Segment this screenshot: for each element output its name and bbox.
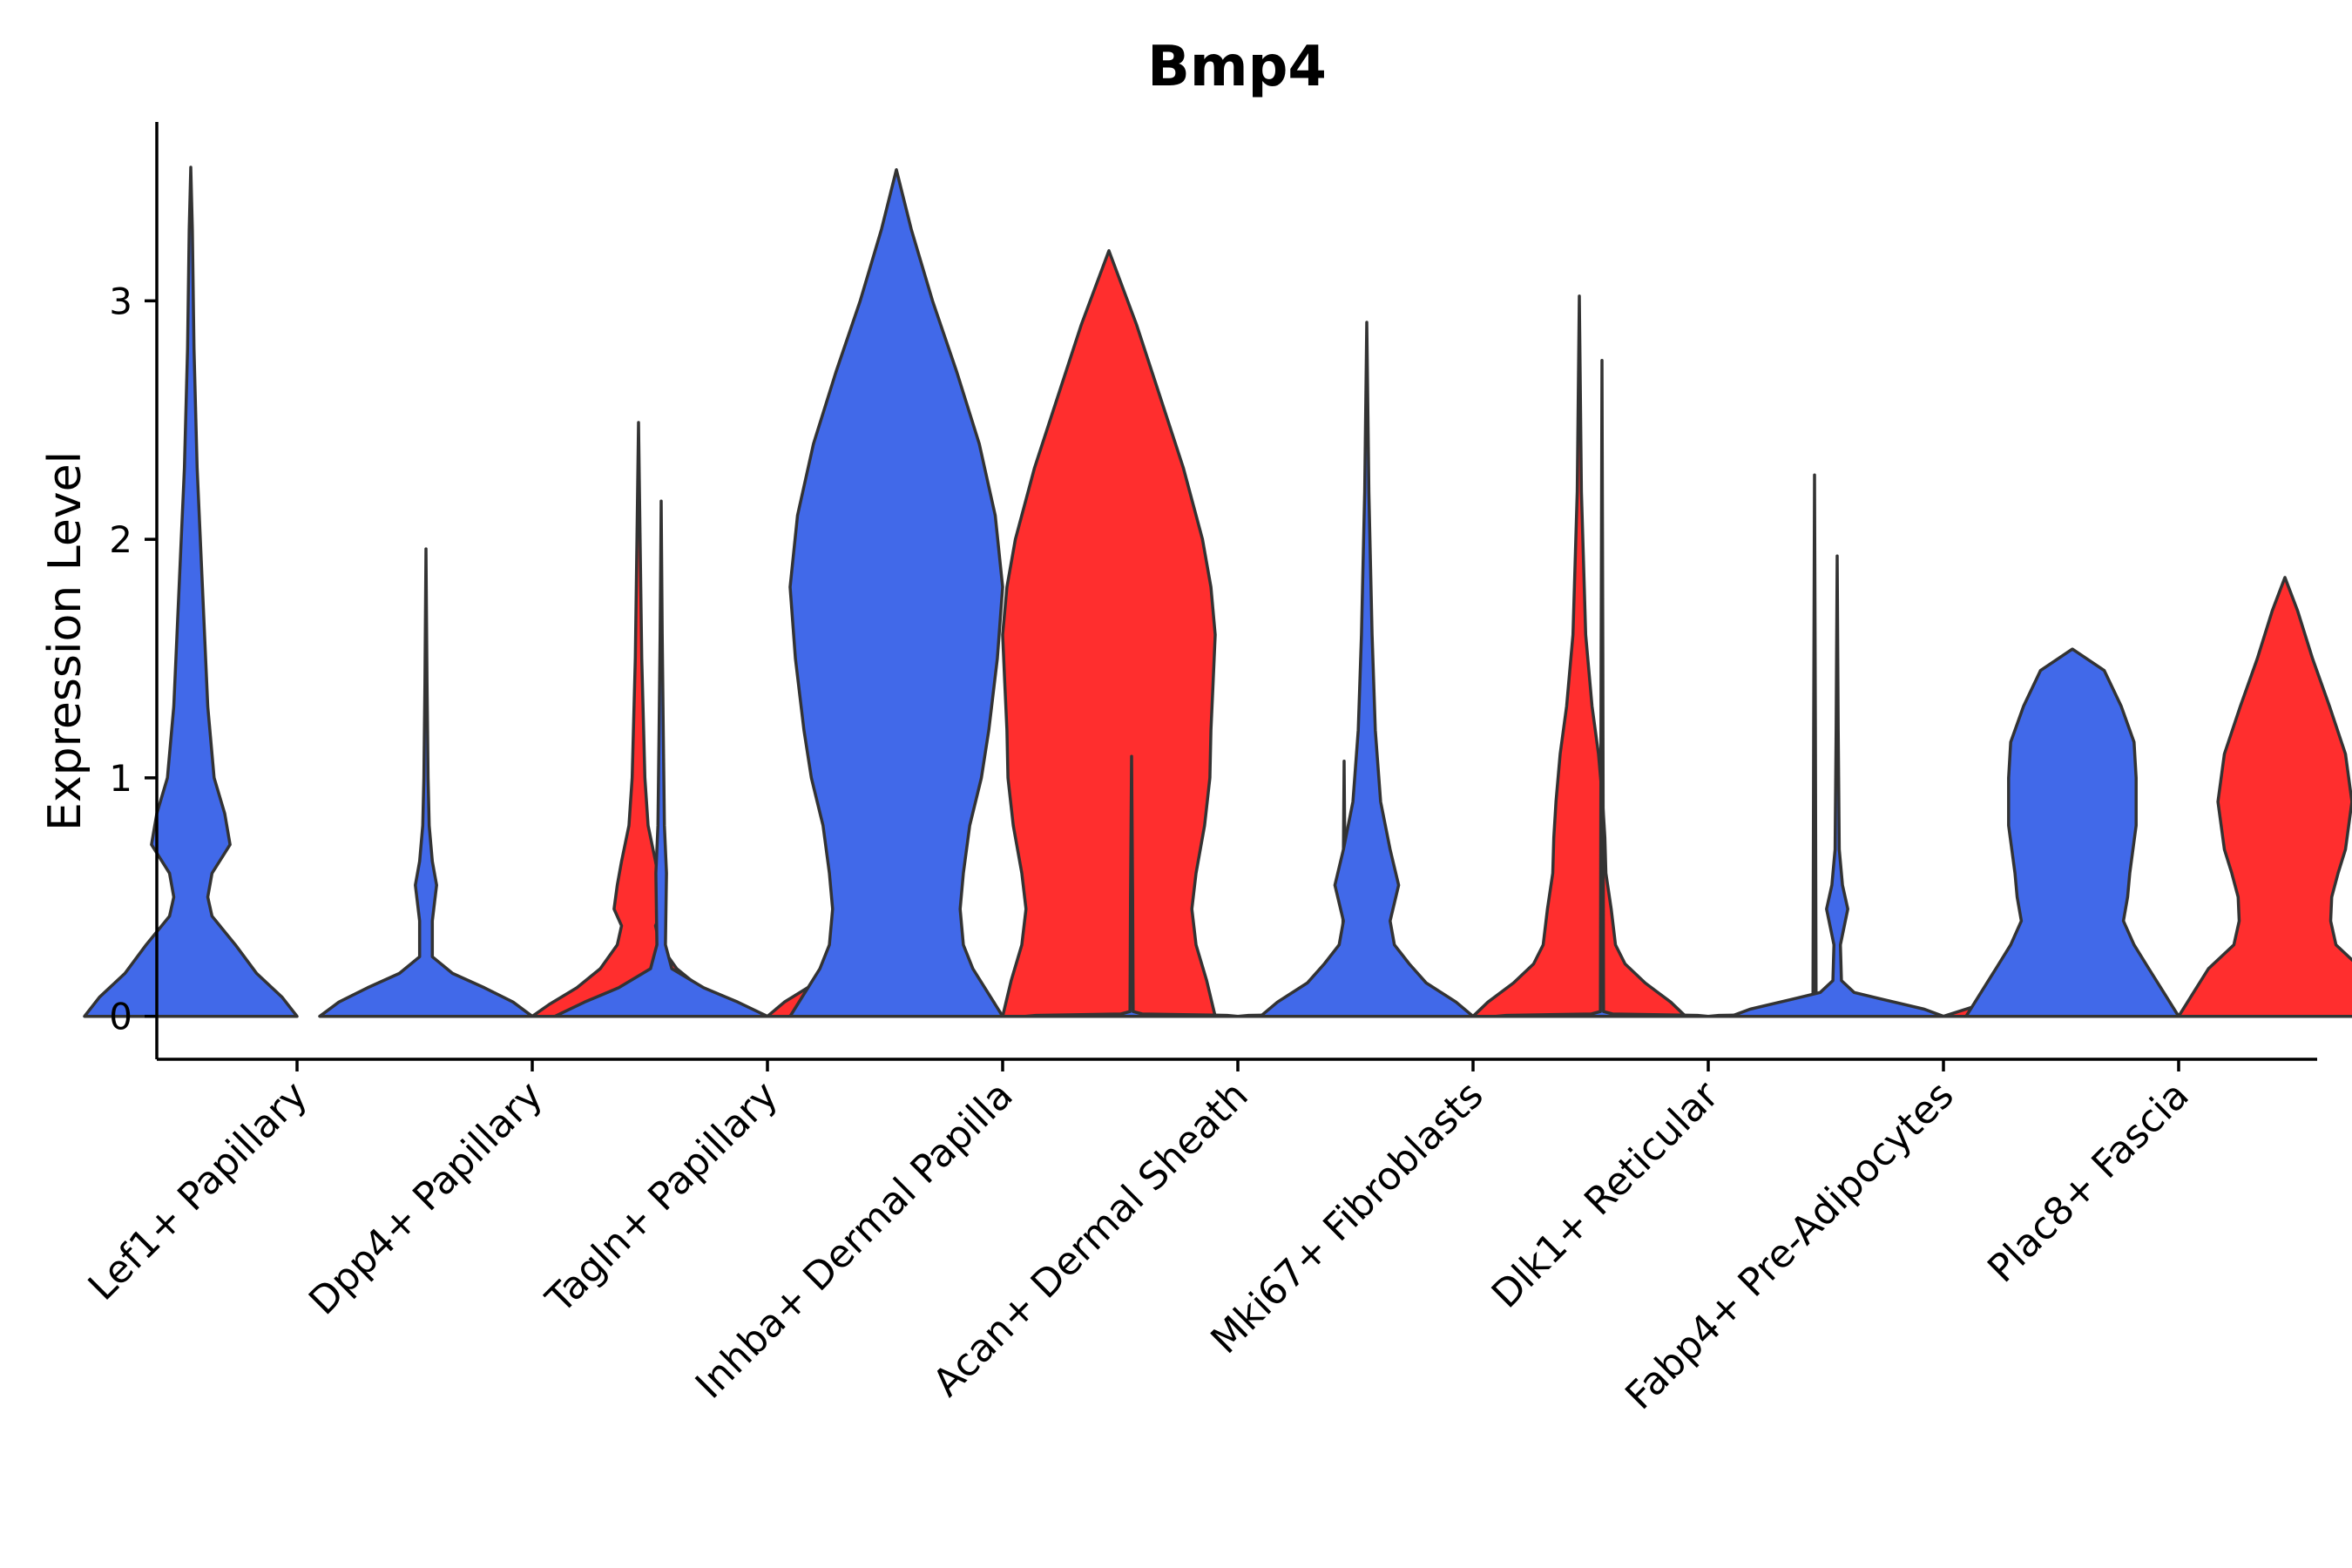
y-tick-label: 0 [109, 996, 132, 1038]
y-ticks: 0 1 2 3 [109, 280, 157, 1038]
x-tick-label: Mki67+ Fibroblasts [1202, 1073, 1491, 1362]
violin-group_a [83, 166, 299, 1018]
x-tick-label: Tagln+ Papillary [537, 1073, 787, 1322]
x-tick-label: Plac8+ Fascia [1979, 1073, 2198, 1292]
y-tick-label: 1 [109, 757, 132, 800]
chart-title: Bmp4 [1147, 35, 1327, 99]
violin-group_b [1707, 473, 1923, 1018]
violin-group_a [553, 499, 769, 1018]
violin-group_b [2177, 576, 2352, 1018]
violin-group_a [318, 547, 534, 1018]
violin-group_a [1259, 321, 1475, 1018]
x-tick-label: Lef1+ Papillary [80, 1073, 316, 1309]
axes [155, 122, 2317, 1061]
y-tick-label: 2 [109, 518, 132, 561]
y-axis-label: Expression Level [39, 451, 91, 831]
violin-group_b [531, 421, 747, 1018]
y-tick-label: 3 [109, 280, 132, 322]
violin-group_b [1471, 294, 1687, 1018]
violin-group_a [1024, 754, 1240, 1018]
x-tick-label: Dpp4+ Papillary [301, 1073, 551, 1324]
violin-layer [83, 166, 2352, 1018]
violin-group_a [1964, 647, 2180, 1018]
x-tick-label: Dlk1+ Reticular [1484, 1072, 1728, 1317]
violin-group_b [1001, 249, 1217, 1018]
violin-group_a [1494, 359, 1710, 1018]
violin-group_a [1729, 554, 1945, 1018]
violin-group_a [788, 168, 1004, 1018]
